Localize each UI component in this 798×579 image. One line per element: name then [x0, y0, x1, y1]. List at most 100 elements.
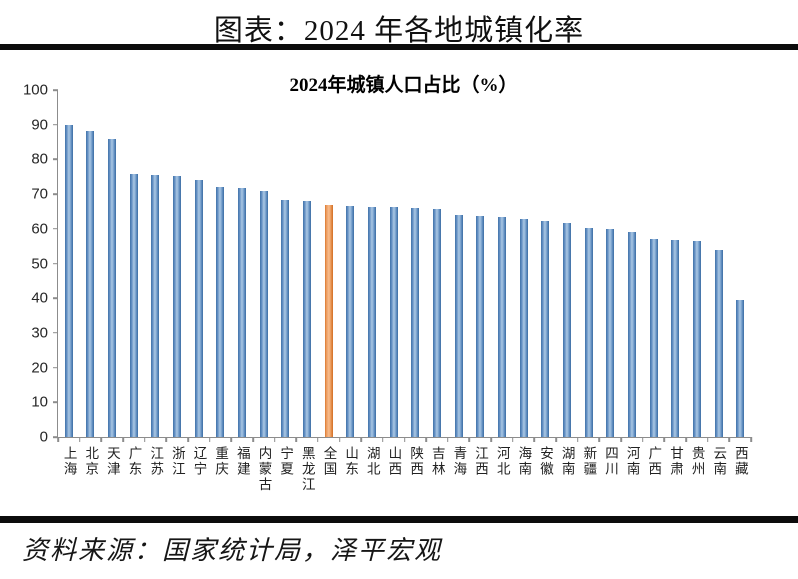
y-axis-tick-mark — [53, 193, 58, 195]
x-axis-tick-mark — [511, 437, 514, 442]
x-axis-tick-mark — [252, 437, 254, 442]
y-axis-tick-mark — [53, 297, 58, 299]
y-axis-tick-mark — [53, 262, 58, 265]
x-axis-tick-mark — [403, 437, 406, 442]
y-axis-tick-label: 80 — [31, 150, 48, 168]
chart-bar-北京 — [86, 130, 95, 437]
chart-bar-新疆 — [584, 228, 593, 437]
chart-bar-河北 — [497, 217, 506, 437]
x-axis-label-北京: 北京 — [83, 446, 99, 477]
chart-bar-海南 — [519, 218, 528, 437]
urbanization-bar-chart: 2024年城镇人口占比（%） 0 10 20 30 40 50 60 70 80 90 100 上海北… — [0, 50, 798, 516]
y-axis-tick-label: 100 — [22, 81, 48, 99]
x-axis-tick-mark — [555, 437, 557, 442]
y-axis-tick-mark — [53, 436, 58, 438]
chart-bar-青海 — [454, 214, 463, 437]
x-axis-label-西藏: 西藏 — [732, 446, 748, 477]
x-axis-tick-mark — [338, 437, 341, 442]
chart-bar-天津 — [108, 138, 117, 437]
x-axis-tick-mark — [273, 437, 276, 442]
y-axis-tick-label: 30 — [31, 324, 48, 342]
source-note: 资料来源：国家统计局，泽平宏观 — [22, 536, 443, 565]
x-axis-tick-mark — [447, 437, 449, 442]
chart-bar-宁夏 — [281, 199, 290, 437]
x-axis-tick-mark — [685, 437, 687, 442]
x-axis-label-吉林: 吉林 — [429, 446, 445, 477]
chart-bar-山东 — [346, 206, 355, 437]
chart-bar-广东 — [129, 173, 138, 437]
x-axis-label-山西: 山西 — [386, 446, 402, 477]
x-axis-label-甘肃: 甘肃 — [667, 446, 683, 477]
x-axis-label-内蒙古: 内蒙古 — [256, 446, 272, 493]
x-axis-tick-mark — [576, 437, 579, 442]
x-axis-label-江西: 江西 — [473, 446, 489, 477]
x-axis-tick-mark — [533, 437, 536, 442]
x-axis-label-辽宁: 辽宁 — [191, 446, 207, 477]
y-axis-tick-mark — [53, 123, 58, 126]
chart-bar-安徽 — [541, 220, 550, 437]
chart-bar-江苏 — [151, 175, 160, 437]
x-axis-label-贵州: 贵州 — [689, 446, 705, 477]
chart-bar-黑龙江 — [303, 201, 312, 437]
x-axis-tick-mark — [468, 437, 471, 442]
x-axis-tick-mark — [143, 437, 146, 442]
x-axis-tick-mark — [295, 437, 298, 442]
y-axis-tick-mark — [53, 228, 58, 230]
chart-bar-内蒙古 — [259, 191, 268, 437]
page-title: 图表：2024 年各地城镇化率 — [213, 15, 585, 47]
x-axis-label-广西: 广西 — [646, 446, 662, 477]
x-axis-tick-mark — [100, 437, 103, 442]
x-axis-tick-mark — [382, 437, 384, 442]
x-axis-tick-mark — [57, 437, 59, 442]
x-axis-tick-mark — [490, 437, 492, 442]
y-axis-tick-label: 20 — [31, 359, 48, 377]
x-axis-tick-mark — [360, 437, 362, 442]
y-axis-tick-label: 60 — [31, 220, 48, 238]
x-axis-label-四川: 四川 — [602, 446, 618, 477]
chart-bar-福建 — [238, 187, 247, 437]
x-axis-tick-mark — [750, 437, 752, 442]
x-axis-label-全国: 全国 — [321, 446, 337, 477]
x-axis-tick-mark — [728, 437, 731, 442]
chart-bar-浙江 — [173, 175, 182, 437]
x-axis-tick-mark — [187, 437, 189, 442]
chart-bar-贵州 — [692, 241, 701, 437]
chart-bar-吉林 — [432, 209, 441, 437]
chart-bar-云南 — [714, 249, 723, 437]
bottom-divider — [0, 516, 798, 523]
x-axis-label-天津: 天津 — [104, 446, 120, 477]
x-axis-label-安徽: 安徽 — [538, 446, 554, 477]
chart-bar-辽宁 — [194, 179, 203, 437]
chart-bar-陕西 — [411, 207, 420, 437]
y-axis-tick-label: 50 — [31, 255, 48, 272]
chart-bar-河南 — [627, 231, 636, 437]
x-axis-label-陕西: 陕西 — [408, 446, 424, 477]
chart-bar-湖北 — [368, 206, 377, 437]
chart-bar-上海 — [64, 125, 73, 437]
x-axis-tick-mark — [165, 437, 168, 442]
chart-bar-湖南 — [562, 222, 571, 437]
chart-bar-全国 — [324, 204, 333, 437]
x-axis-tick-mark — [706, 437, 709, 442]
chart-bar-甘肃 — [671, 240, 680, 437]
chart-bar-四川 — [606, 228, 615, 437]
x-axis-tick-mark — [598, 437, 601, 442]
x-axis-tick-mark — [641, 437, 644, 442]
x-axis-tick-mark — [663, 437, 666, 442]
x-axis-label-新疆: 新疆 — [581, 446, 597, 477]
y-axis-tick-label: 90 — [31, 116, 48, 134]
x-axis-label-云南: 云南 — [711, 446, 727, 477]
x-axis-label-湖北: 湖北 — [364, 446, 380, 477]
x-axis-label-重庆: 重庆 — [213, 446, 229, 477]
x-axis-tick-mark — [425, 437, 427, 442]
chart-title: 2024年城镇人口占比（%） — [289, 75, 518, 96]
x-axis-label-浙江: 浙江 — [169, 446, 185, 477]
x-axis-label-江苏: 江苏 — [148, 446, 164, 477]
y-axis-tick-label: 0 — [39, 428, 48, 446]
x-axis-label-广东: 广东 — [126, 446, 142, 477]
y-axis-tick-mark — [53, 158, 58, 161]
y-axis-tick-label: 70 — [31, 185, 48, 203]
x-axis-tick-mark — [208, 437, 211, 442]
chart-bar-广西 — [649, 238, 658, 437]
